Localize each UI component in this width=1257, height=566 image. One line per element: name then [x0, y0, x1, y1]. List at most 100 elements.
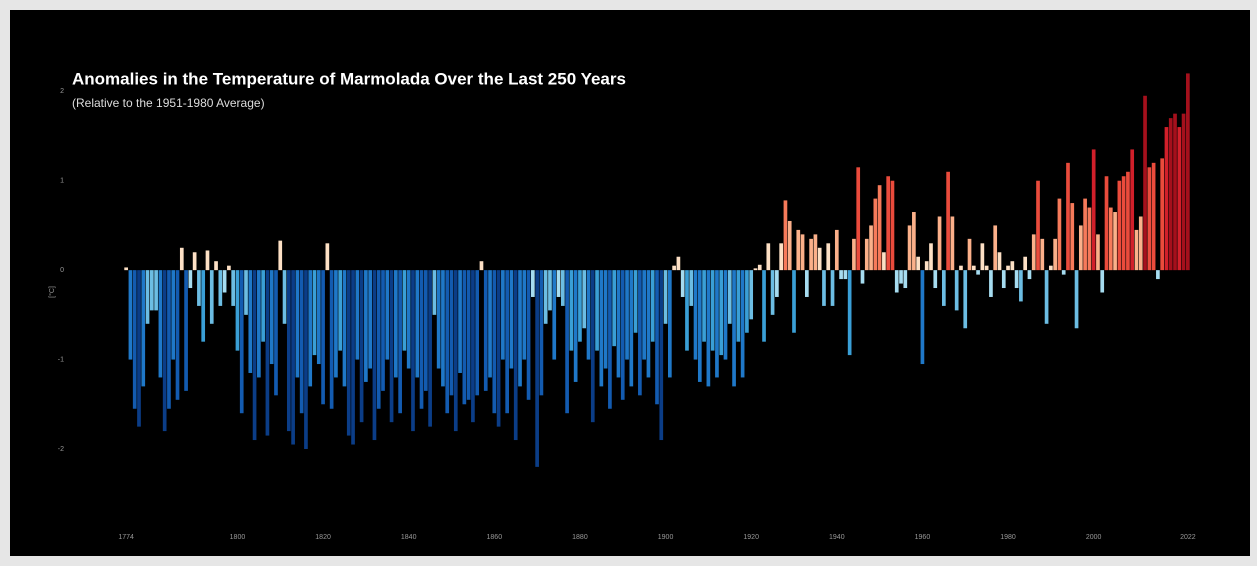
- bar: [920, 270, 925, 365]
- bar: [676, 256, 681, 271]
- bar: [860, 270, 865, 284]
- bar: [989, 270, 993, 297]
- bar: [608, 270, 612, 409]
- x-tick-label: 1880: [572, 534, 588, 541]
- bar: [257, 270, 261, 378]
- x-tick-label: 2000: [1086, 534, 1102, 541]
- bar: [599, 270, 604, 387]
- bar: [372, 270, 377, 441]
- bar: [145, 270, 150, 324]
- bar: [736, 270, 741, 342]
- bar: [912, 212, 916, 271]
- bar: [749, 270, 754, 320]
- bar: [723, 270, 728, 360]
- bar: [732, 270, 736, 387]
- bar: [227, 265, 231, 271]
- bar: [552, 270, 557, 360]
- bar: [1130, 149, 1135, 271]
- bar: [415, 270, 420, 378]
- bar: [715, 270, 719, 378]
- bar: [261, 270, 265, 342]
- bar: [1113, 212, 1117, 271]
- bar: [976, 270, 980, 275]
- bar: [248, 270, 253, 373]
- bar: [1049, 265, 1053, 271]
- bar: [218, 270, 223, 306]
- bar: [779, 243, 783, 271]
- bar: [205, 250, 210, 271]
- bar: [171, 270, 176, 360]
- bar: [629, 270, 634, 387]
- bar: [852, 238, 856, 271]
- bar: [1121, 176, 1126, 271]
- bar: [209, 270, 214, 324]
- bar: [834, 229, 839, 271]
- bar: [959, 265, 963, 271]
- x-tick-label: 2022: [1180, 534, 1196, 541]
- y-tick-label: -2: [58, 446, 64, 453]
- bar: [1083, 198, 1087, 271]
- bar: [578, 270, 582, 342]
- bar: [329, 270, 334, 409]
- bar: [1036, 180, 1040, 271]
- bar: [1156, 270, 1160, 280]
- bar: [222, 270, 227, 293]
- bar: [338, 270, 343, 351]
- bar: [924, 261, 929, 271]
- bar: [899, 270, 903, 284]
- bar: [650, 270, 655, 342]
- bar: [993, 225, 998, 271]
- bar: [355, 270, 360, 360]
- x-tick-label: 1960: [915, 534, 931, 541]
- bar: [137, 270, 141, 427]
- bar: [762, 270, 766, 342]
- bar: [1078, 225, 1083, 271]
- bar: [1134, 229, 1139, 271]
- bar: [1087, 207, 1092, 271]
- bar: [963, 270, 968, 329]
- bar: [1186, 73, 1190, 271]
- bar: [620, 270, 625, 400]
- bar: [1061, 270, 1066, 275]
- bar: [235, 270, 240, 351]
- bar: [616, 270, 621, 378]
- bar: [496, 270, 501, 427]
- bar: [775, 270, 779, 297]
- bar: [1181, 113, 1186, 271]
- bar: [830, 270, 835, 306]
- bar: [539, 270, 544, 396]
- bar: [1031, 234, 1036, 271]
- x-tick-label: 1840: [401, 534, 417, 541]
- bar: [423, 270, 428, 391]
- bar: [389, 270, 394, 423]
- bar: [548, 270, 552, 311]
- bar: [941, 270, 946, 306]
- bar: [1027, 270, 1032, 280]
- bar: [394, 270, 398, 378]
- bar: [308, 270, 313, 387]
- bar: [573, 270, 578, 382]
- bar: [710, 270, 715, 351]
- bar: [638, 270, 642, 396]
- bar: [646, 270, 651, 378]
- bar: [449, 270, 454, 396]
- bar: [817, 247, 822, 271]
- bar: [894, 270, 899, 293]
- bar: [813, 234, 818, 271]
- y-tick-label: 2: [60, 88, 64, 95]
- bar: [535, 270, 539, 467]
- bar: [706, 270, 711, 387]
- bar: [1108, 207, 1113, 271]
- bar: [1096, 234, 1100, 271]
- bar: [453, 270, 458, 432]
- bar: [864, 238, 869, 271]
- bar: [274, 270, 278, 396]
- bar: [595, 270, 599, 351]
- bar: [903, 270, 908, 289]
- bar: [316, 270, 321, 365]
- bar: [428, 270, 432, 427]
- y-axis-label: [°C]: [48, 286, 56, 298]
- bar: [1001, 270, 1006, 289]
- bar: [1053, 238, 1057, 271]
